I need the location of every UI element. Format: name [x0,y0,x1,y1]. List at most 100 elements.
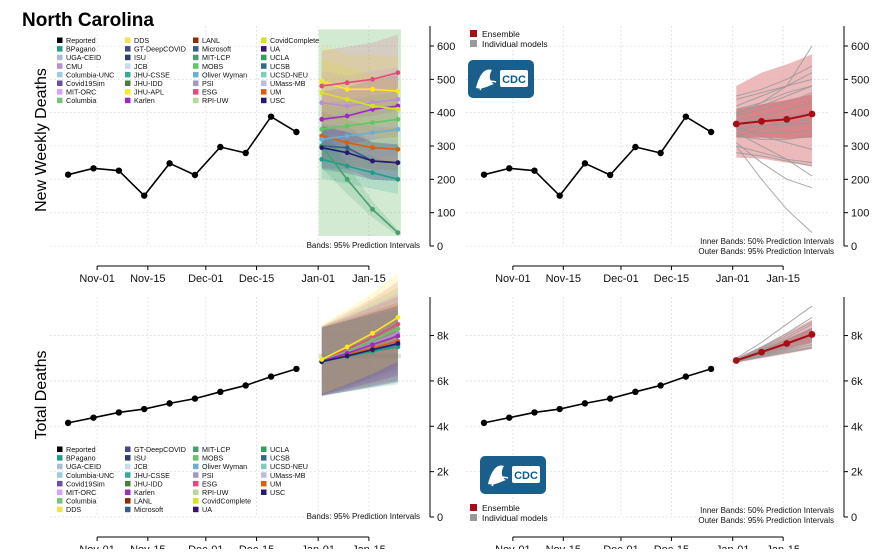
page-title: North Carolina [22,10,154,31]
reported-line [67,368,297,424]
cdc-badge [500,70,528,87]
model-point [370,86,375,92]
model-point [370,76,375,82]
legend-swatch [193,480,199,487]
y-tick-label: 100 [851,208,869,220]
ensemble-point [783,340,791,347]
individual-model-line [736,122,813,127]
reported-point [606,395,614,402]
legend-swatch [193,446,199,452]
reported-point [90,165,97,172]
model-point [395,103,401,109]
y-tick-label: 100 [437,208,455,220]
legend-label: CMU [66,62,82,71]
legend-swatch [125,63,131,69]
legend-label: UCLA [270,445,289,454]
legend-swatch [193,97,199,104]
y-tick-label: 500 [851,74,869,86]
legend-swatch [261,46,267,52]
hhs-eagle-icon [476,69,494,89]
legend-label: UM [270,88,281,97]
legend-swatch [57,37,63,43]
model-point [370,100,375,106]
model-point [370,106,375,112]
reported-point [531,409,538,416]
cumulative-row-label: Total Deaths [33,351,50,440]
legend-label: Karlen [134,96,155,105]
individual-model-line [735,142,813,189]
note-cumulative-outer-bands: Outer Bands: 95% Prediction Intervals [698,516,834,525]
legend-label: MOBS [202,62,223,71]
legend-label: UCSD-NEU [270,70,308,79]
legend-label: MIT-LCP [202,445,231,454]
model-band [321,58,398,140]
model-point [370,145,375,151]
legend-label: UCSB [270,454,290,463]
legend-label: UMass-MB [270,79,306,88]
legend-label: Reported [66,445,96,454]
model-point [344,96,350,102]
cdc-badge [512,466,540,483]
reported-point [480,171,488,178]
model-point [395,333,401,339]
y-tick-label: 600 [851,41,869,53]
model-point [344,344,350,350]
legend-swatch [261,89,267,95]
reported-point [217,143,224,151]
model-point [319,136,325,142]
reported-point [480,419,488,427]
model-point [344,123,350,129]
legend-label: UMass-MB [270,471,306,480]
y-tick-label: 8k [437,331,449,343]
legend-label: BPagano [66,45,96,54]
x-tick-label: Jan-01 [716,273,750,285]
legend-swatch [125,463,131,470]
model-point [370,170,375,176]
x-tick-label: Dec-15 [654,273,689,285]
legend-models-weekly: ReportedBPaganoUGA-CEIDCMUColumbia-UNCCo… [57,36,319,105]
legend-swatch [57,480,63,487]
y-tick-label: 200 [437,174,455,186]
reported-point [682,113,690,120]
y-tick-label: 300 [851,141,869,153]
legend-label: MOBS [202,454,223,463]
legend-label: JHU-CSSE [134,471,170,480]
cdc-logo-cumulative: CDC [480,456,546,494]
model-point [395,146,401,152]
x-tick-label: Dec-01 [603,273,638,285]
legend-label: BPagano [66,454,96,463]
individual-model-line [736,45,813,115]
reported-point [293,128,300,136]
legend-swatch [261,97,267,104]
legend-label: Karlen [134,488,155,497]
legend-swatch [193,63,199,69]
reported-point [632,388,639,396]
model-point [319,100,325,106]
model-point [370,130,375,136]
model-point [344,176,350,182]
legend-label: JHU-IDD [134,479,163,488]
x-tick-label: Nov-15 [546,273,581,285]
model-line [321,71,399,87]
panel-cumulative-models: 0 2k 4k 6k 8k Nov-01 Nov-15 Dec-01 Dec-15 Jan-01 J… [50,273,449,554]
legend-swatch [125,89,131,95]
model-band [321,281,398,395]
model-band [321,34,398,122]
individual-model-line [736,72,813,107]
legend-swatch [57,498,63,504]
model-point [344,140,350,146]
legend-label: GT-DeepCOVID [134,445,186,454]
model-point [395,126,401,132]
reported-point [657,382,664,389]
model-band [321,287,398,395]
legend-label: JCB [134,462,148,471]
model-point [319,78,325,84]
legend-label: PSI [202,79,214,88]
cdc-logo-weekly: CDC [468,60,534,98]
model-band [321,124,398,181]
legend-label: Reported [66,36,96,45]
models-band-backdrop [318,29,401,237]
reported-point [141,192,148,199]
legend-swatch [193,71,199,78]
panel-weekly-ensemble: 0 100 200 300 400 500 600 Nov-01 Nov-15 Dec-01 Dec… [466,26,869,285]
